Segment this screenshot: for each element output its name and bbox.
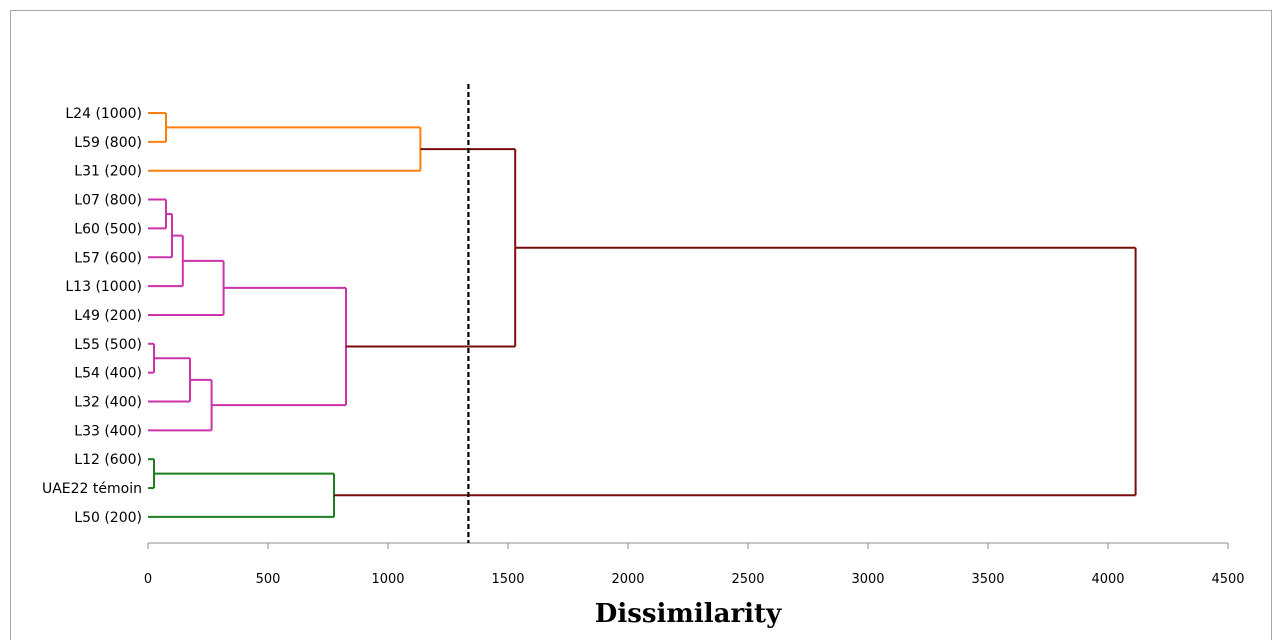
chart-frame <box>10 10 1272 640</box>
leaf-labels: L24 (1000) L59 (800) L31 (200) L07 (800) L60… <box>42 106 142 526</box>
leaf-label: L07 (800) <box>74 193 142 209</box>
leaf-label: L12 (600) <box>74 452 142 468</box>
leaf-label: L59 (800) <box>74 135 142 151</box>
dendrogram-links <box>148 112 1137 518</box>
leaf-label: L31 (200) <box>74 164 142 180</box>
x-tick-label: 1500 <box>491 572 524 587</box>
x-tick-label: 4000 <box>1091 572 1124 587</box>
leaf-label: L33 (400) <box>74 423 142 439</box>
leaf-label: L24 (1000) <box>65 106 142 122</box>
leaf-label: L50 (200) <box>74 510 142 526</box>
x-tick-label: 4500 <box>1211 572 1244 587</box>
leaf-label: L13 (1000) <box>65 279 142 295</box>
leaf-label: L57 (600) <box>74 250 142 266</box>
x-axis: 0 500 1000 1500 2000 2500 3000 3500 4000 4500 <box>144 542 1245 587</box>
x-tick-label: 0 <box>144 572 152 587</box>
leaf-label: L54 (400) <box>74 366 142 382</box>
x-tick-label: 3000 <box>851 572 884 587</box>
x-tick-label: 500 <box>256 572 281 587</box>
x-tick-label: 1000 <box>371 572 404 587</box>
x-tick-label: 2000 <box>611 572 644 587</box>
x-tick-label: 2500 <box>731 572 764 587</box>
x-axis-title: Dissimilarity <box>595 599 782 628</box>
leaf-label: L49 (200) <box>74 308 142 324</box>
leaf-label: L55 (500) <box>74 337 142 353</box>
leaf-label: L60 (500) <box>74 221 142 237</box>
leaf-label: L32 (400) <box>74 395 142 411</box>
leaf-label: UAE22 témoin <box>42 481 142 497</box>
x-tick-label: 3500 <box>971 572 1004 587</box>
